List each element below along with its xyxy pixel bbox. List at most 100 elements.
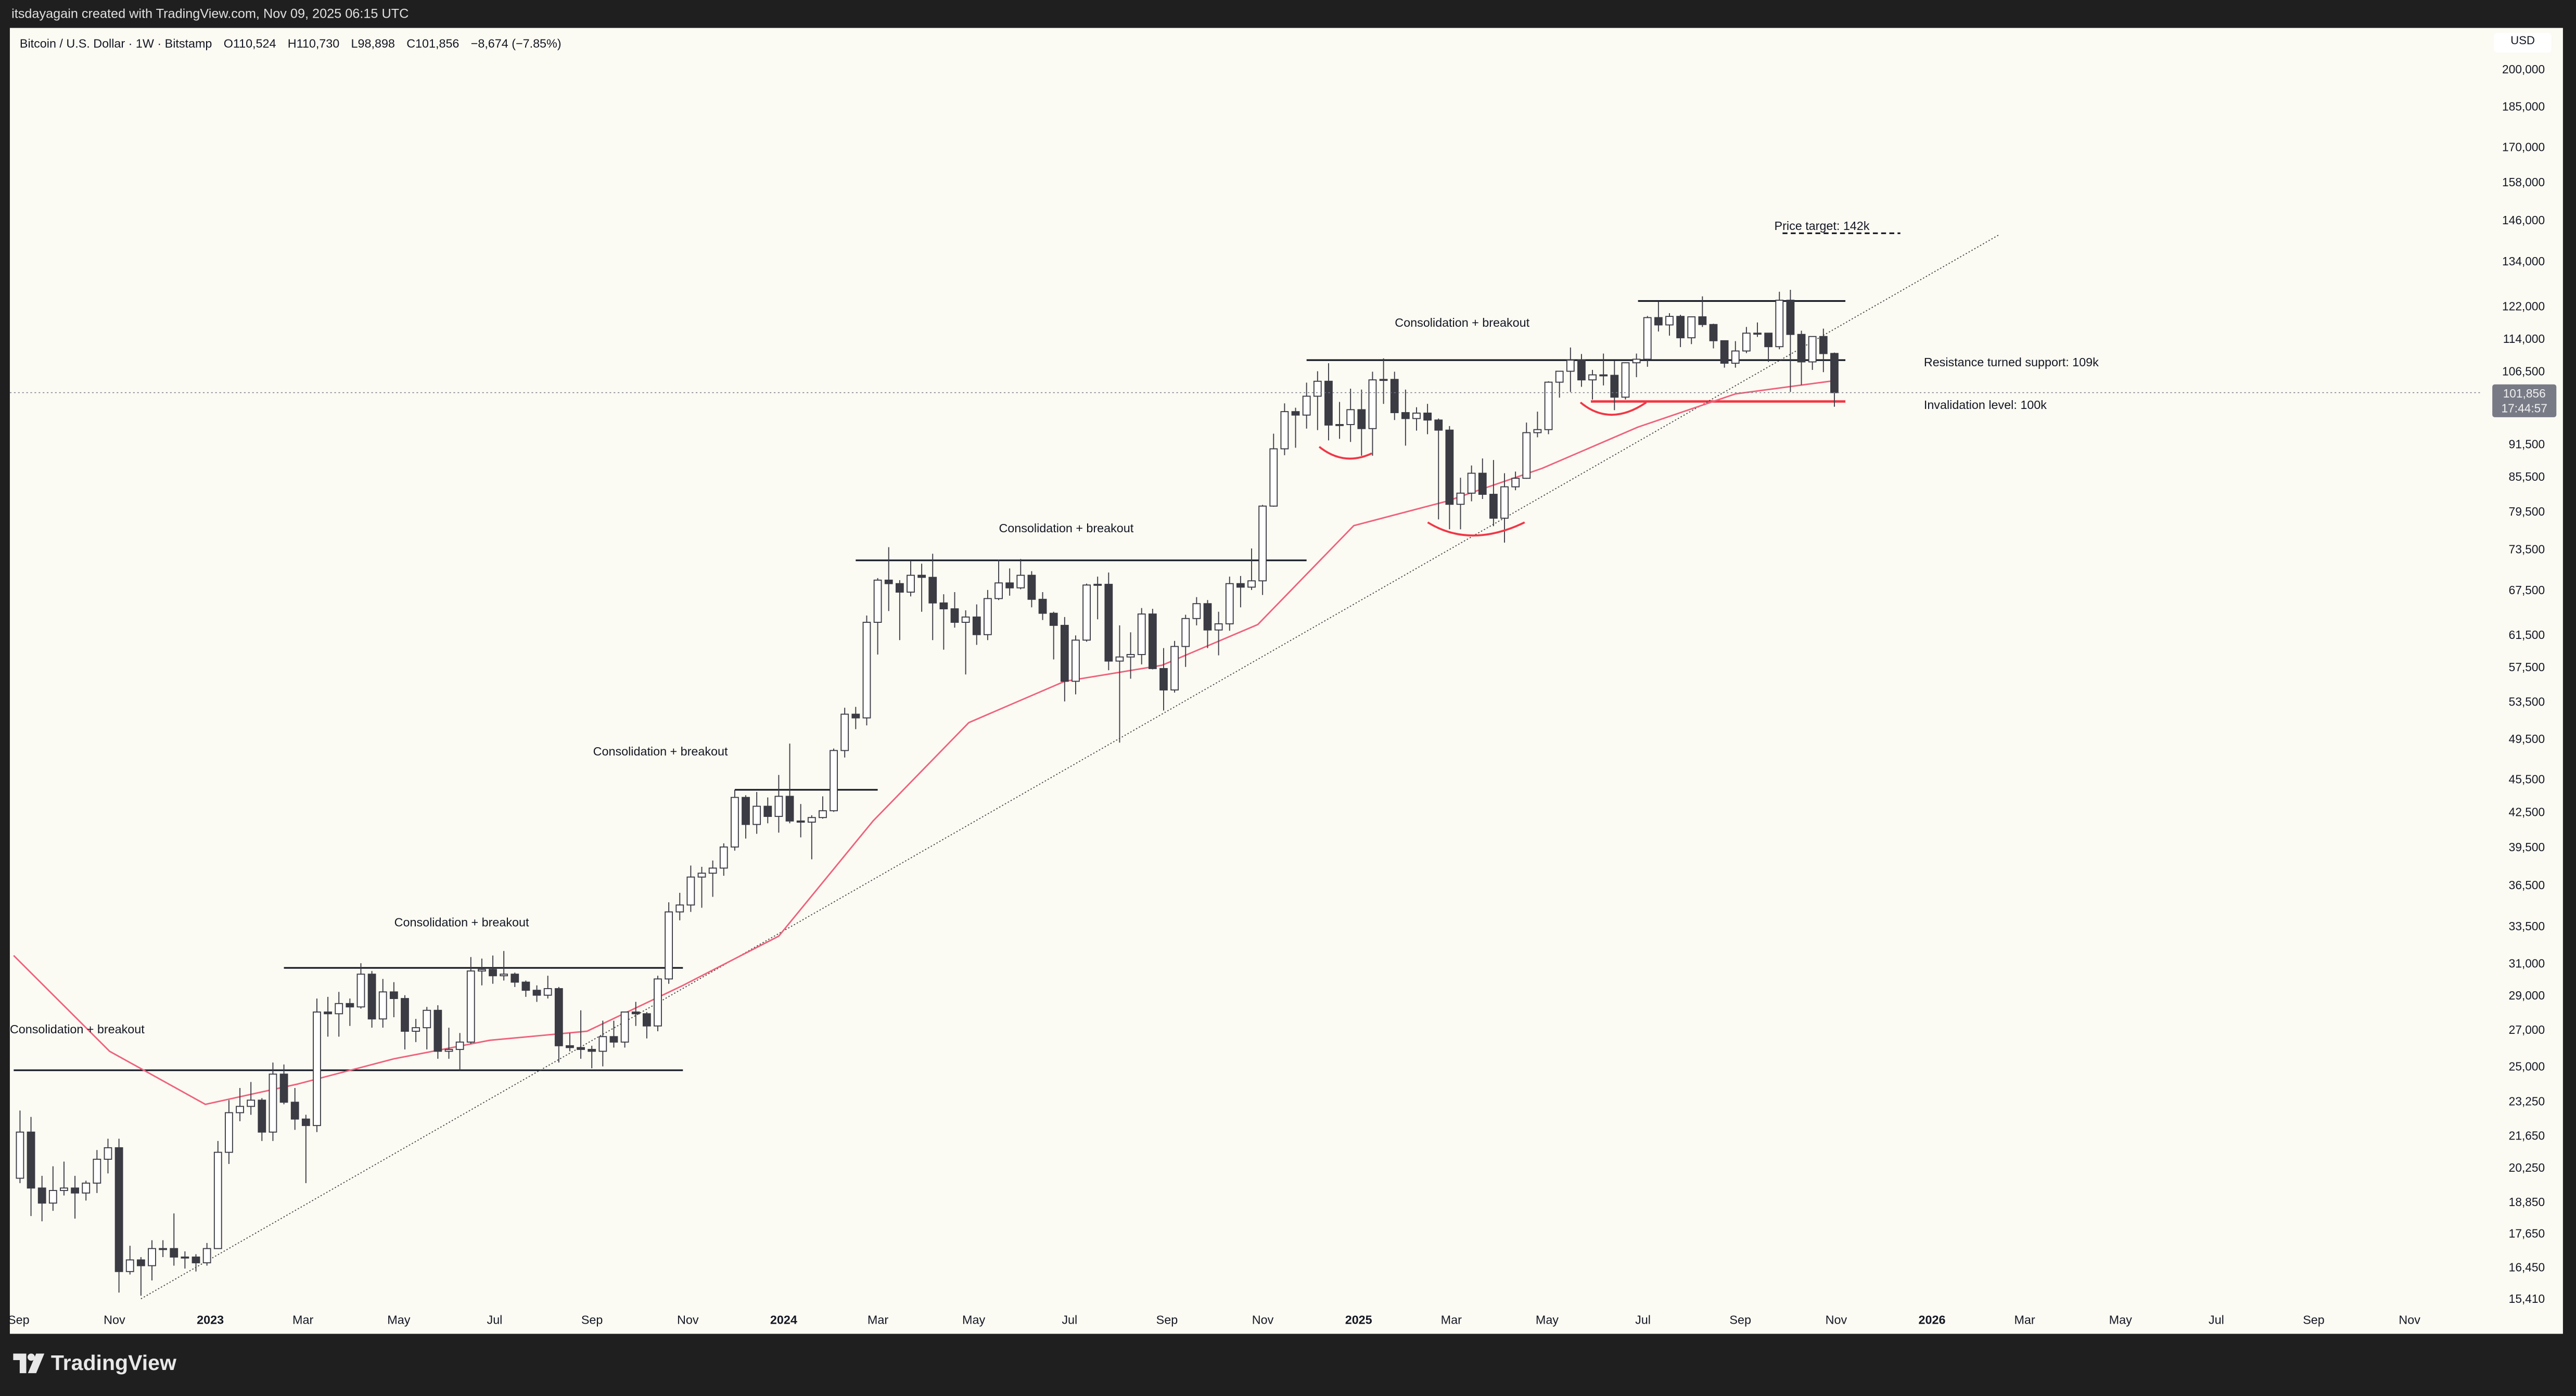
ohlc-high: H110,730 <box>287 36 340 51</box>
candle-up <box>840 708 849 758</box>
candle-body <box>1808 336 1817 363</box>
candle-up <box>159 1240 168 1257</box>
price-tick-label: 158,000 <box>2502 175 2545 189</box>
candle-body <box>719 846 728 869</box>
candle-body <box>1830 353 1839 393</box>
candle-body <box>1170 646 1179 690</box>
candle-body <box>1401 412 1410 419</box>
candle-down <box>1104 572 1113 671</box>
symbol-title[interactable]: Bitcoin / U.S. Dollar · 1W · Bitstamp <box>19 36 212 51</box>
candle-down <box>1676 315 1685 348</box>
candle-down <box>1357 389 1366 456</box>
time-tick-label: Jul <box>2209 1313 2224 1327</box>
candle-body <box>1621 362 1630 398</box>
candle-down <box>521 980 530 997</box>
arc-jun-2025 <box>1579 401 1647 416</box>
candle-up <box>1170 641 1179 693</box>
candle-down <box>1291 407 1300 448</box>
candle-up <box>598 1020 607 1067</box>
candle-body <box>1236 583 1245 588</box>
candle-body <box>1588 374 1597 381</box>
candle-body <box>367 974 376 1020</box>
price-tick-label: 36,500 <box>2509 878 2545 892</box>
candle-body <box>731 797 739 848</box>
candle-up <box>807 815 816 860</box>
chart-panel[interactable] <box>9 28 2563 1334</box>
candle-up <box>1412 407 1421 431</box>
candle-up <box>819 796 827 819</box>
candle-body <box>1566 360 1575 372</box>
last-price-label: 101,856 17:44:57 <box>2492 384 2557 417</box>
moving-average <box>13 379 1838 1105</box>
candle-up <box>1093 577 1102 620</box>
candle-up <box>423 1007 431 1049</box>
candle-down <box>433 1005 442 1059</box>
candle-body <box>907 574 915 593</box>
candle-body <box>1072 639 1080 682</box>
price-tick-label: 27,000 <box>2509 1023 2545 1036</box>
candle-body <box>346 1003 354 1008</box>
candle-down <box>1478 458 1487 500</box>
candle-body <box>774 796 783 817</box>
price-axis[interactable]: 200,000 185,000 170,000 158,000 146,000 134,0… <box>2502 62 2545 1305</box>
candle-up <box>686 865 695 912</box>
candle-body <box>1775 300 1784 348</box>
time-tick-label: Sep <box>8 1313 30 1327</box>
candle-body <box>301 1118 310 1126</box>
candle-up <box>16 1110 24 1183</box>
candle-up <box>1665 313 1674 336</box>
candle-down <box>566 1033 574 1052</box>
arc-dec-2024 <box>1318 446 1372 460</box>
candle-up <box>1544 381 1553 434</box>
candle-body <box>1687 316 1696 339</box>
candle-up <box>181 1251 189 1269</box>
candle-down <box>554 987 563 1063</box>
candle-down <box>1423 404 1432 434</box>
candle-up <box>60 1161 68 1196</box>
candle-up <box>444 1028 453 1059</box>
candle-body <box>851 713 860 719</box>
candle-up <box>1808 336 1817 370</box>
candle-body <box>313 1011 321 1126</box>
horizontal-levels <box>14 232 1901 1071</box>
candle-body <box>1357 409 1366 429</box>
currency-button[interactable]: USD <box>2494 33 2552 53</box>
candle-body <box>1390 379 1399 413</box>
moving-average-line <box>13 379 1838 1105</box>
candle-up <box>1082 583 1091 642</box>
candle-down <box>1764 332 1773 362</box>
candle-body <box>1159 668 1168 690</box>
candle-body <box>489 969 497 977</box>
symbol-legend: Bitcoin / U.S. Dollar · 1W · Bitstamp O1… <box>20 36 569 50</box>
candle-up <box>873 578 882 655</box>
candle-body <box>1060 624 1069 682</box>
candle-up <box>907 560 915 597</box>
candle-body <box>1027 574 1036 600</box>
candle-body <box>1445 429 1454 505</box>
candle-body <box>1225 583 1234 624</box>
candle-body <box>37 1187 46 1204</box>
candle-body <box>1412 413 1421 419</box>
candle-down <box>796 804 805 838</box>
candle-body <box>1731 350 1740 364</box>
candle-body <box>1742 332 1751 352</box>
candle-body <box>1676 316 1685 339</box>
price-tick-label: 73,500 <box>2509 543 2545 556</box>
candle-body <box>1280 411 1289 450</box>
candle-body <box>686 876 695 906</box>
logo-wordmark: TradingView <box>50 1350 176 1375</box>
candle-body <box>1654 317 1663 326</box>
time-axis[interactable]: Sep Nov 2023 Mar May Jul Sep Nov 2024 Mar May Jul Se… <box>8 1313 2420 1327</box>
time-tick-label: Sep <box>2303 1313 2325 1327</box>
candle-down <box>1401 389 1410 446</box>
candle-up <box>1280 403 1289 455</box>
price-tick-label: 134,000 <box>2502 254 2545 268</box>
price-tick-label: 57,500 <box>2509 660 2545 674</box>
candle-down <box>895 580 904 641</box>
candle-body <box>1093 584 1102 586</box>
candle-body <box>1434 419 1443 431</box>
tradingview-logo[interactable]: TradingView <box>13 1350 176 1375</box>
candle-body <box>830 750 838 812</box>
candle-body <box>269 1073 277 1133</box>
